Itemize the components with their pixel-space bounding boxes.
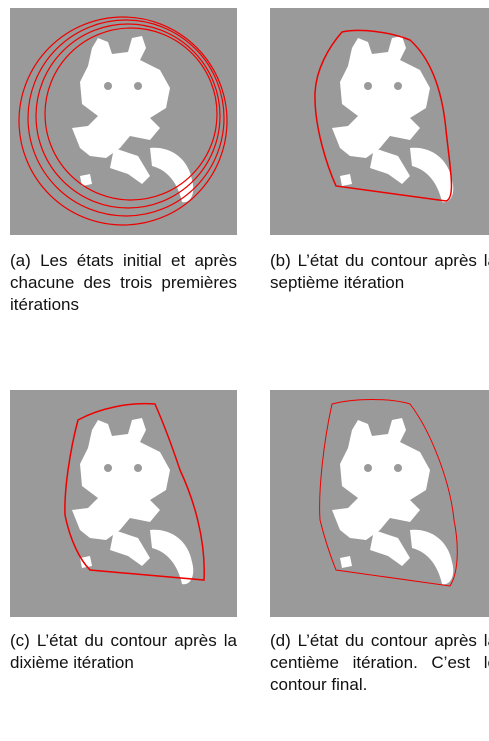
image-b (270, 8, 489, 235)
image-a (10, 8, 237, 235)
caption-c: (c) L’état du contour après la dixième i… (10, 631, 237, 672)
caption-b: (b) L’état du contour après la septième … (270, 251, 489, 292)
caption-a: (a) Les états initial et après chacune d… (10, 251, 237, 314)
image-c (10, 390, 237, 617)
caption-d: (d) L’état du contour après la centième … (270, 631, 489, 694)
image-d (270, 390, 489, 617)
